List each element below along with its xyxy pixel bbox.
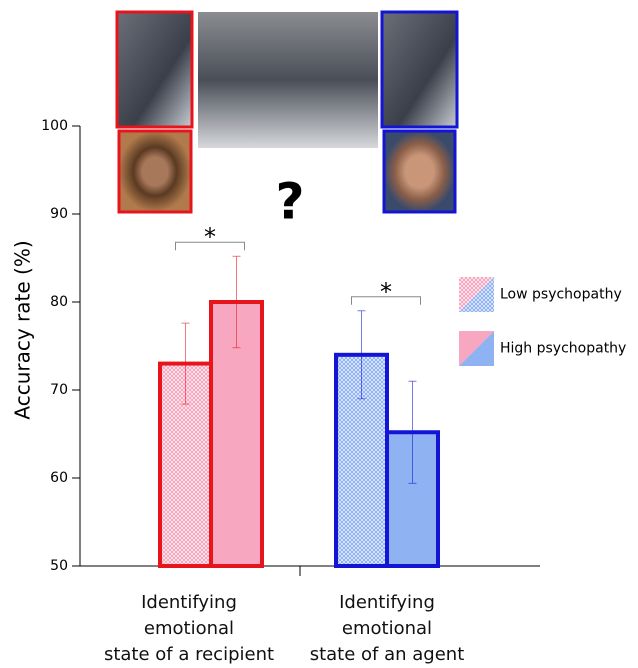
question-mark: ?: [275, 173, 304, 231]
y-axis-label: Accuracy rate (%): [11, 240, 35, 419]
y-tick-label: 100: [41, 118, 68, 134]
scene-photo: [198, 12, 378, 148]
x-tick-label: Identifying emotional state of an agent: [277, 590, 497, 668]
x-tick-label: Identifying emotional state of a recipie…: [79, 590, 299, 668]
agent-photo: [382, 12, 457, 127]
recipient-face: [119, 131, 191, 212]
y-tick-label: 70: [50, 382, 68, 398]
y-tick-label: 50: [50, 558, 68, 574]
y-tick-label: 90: [50, 206, 68, 222]
recipient-photo: [117, 12, 192, 127]
significance-label: *: [204, 223, 216, 251]
y-tick-label: 80: [50, 294, 68, 310]
legend-item: High psychopathy: [459, 331, 626, 366]
page: ? Accuracy rate (%) 50 60 70 80 90 100 * * Low p…: [0, 0, 638, 664]
legend-item: Low psychopathy: [459, 277, 622, 312]
legend-label: Low psychopathy: [500, 287, 622, 303]
legend-label: High psychopathy: [500, 341, 626, 357]
significance-label: *: [380, 278, 392, 306]
agent-face: [384, 131, 455, 212]
y-tick-label: 60: [50, 470, 68, 486]
chart: ? Accuracy rate (%) 50 60 70 80 90 100 * * Low p…: [0, 0, 638, 664]
